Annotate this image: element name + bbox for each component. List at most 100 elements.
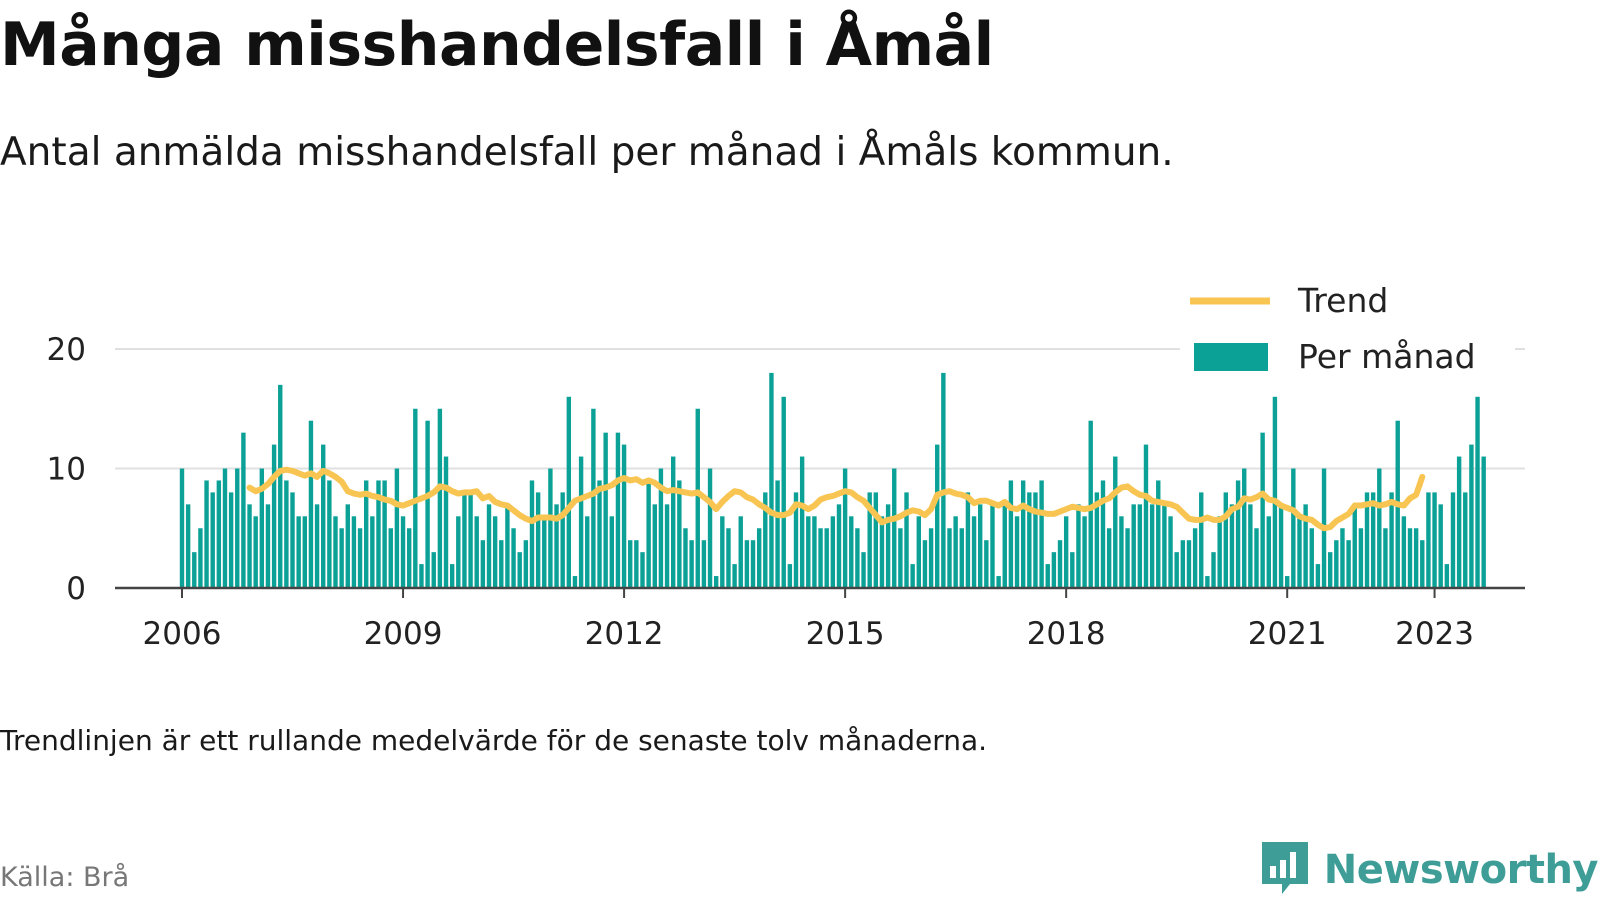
chart-subtitle: Antal anmälda misshandelsfall per månad … bbox=[0, 130, 1174, 175]
bar bbox=[296, 516, 301, 588]
legend-background bbox=[1180, 278, 1515, 393]
bar bbox=[1063, 516, 1069, 588]
bar bbox=[842, 468, 848, 588]
bar bbox=[1143, 444, 1149, 588]
bar bbox=[1076, 504, 1081, 588]
bar bbox=[1438, 504, 1443, 588]
bar bbox=[321, 444, 326, 588]
bar bbox=[941, 372, 946, 588]
bar bbox=[1088, 420, 1093, 588]
bar-series bbox=[179, 372, 1486, 588]
bar bbox=[1364, 492, 1370, 588]
bar bbox=[259, 468, 265, 588]
bar bbox=[713, 576, 719, 588]
bar bbox=[449, 564, 455, 588]
bar bbox=[406, 528, 412, 588]
bar bbox=[425, 420, 430, 588]
bar bbox=[1327, 552, 1333, 588]
x-axis-labels: 2006 2009 2012 2015 2018 2021 2023 bbox=[143, 616, 1474, 652]
bar bbox=[836, 504, 842, 588]
bar bbox=[241, 432, 246, 588]
bar bbox=[1119, 516, 1124, 588]
bar bbox=[1407, 528, 1413, 588]
y-tick-label: 0 bbox=[66, 571, 86, 607]
bar bbox=[683, 528, 688, 588]
bar bbox=[609, 516, 614, 588]
bar bbox=[198, 528, 203, 588]
bar bbox=[382, 480, 387, 588]
bar bbox=[400, 516, 406, 588]
brand-name: Newsworthy bbox=[1323, 847, 1599, 893]
bar bbox=[253, 516, 258, 588]
trend-series bbox=[246, 466, 1426, 532]
bar bbox=[1162, 504, 1167, 588]
bar bbox=[1174, 552, 1179, 588]
bar bbox=[1285, 576, 1290, 588]
bar bbox=[333, 516, 338, 588]
bar bbox=[228, 492, 234, 588]
bar bbox=[812, 516, 817, 588]
bar bbox=[806, 516, 811, 588]
bar bbox=[1168, 516, 1173, 588]
bar bbox=[1358, 528, 1364, 588]
chart-note: Trendlinjen är ett rullande medelvärde f… bbox=[0, 724, 988, 757]
bar bbox=[756, 528, 762, 588]
bar bbox=[658, 468, 664, 588]
bar bbox=[235, 468, 240, 588]
bar bbox=[928, 528, 934, 588]
bar bbox=[1149, 504, 1155, 588]
bar bbox=[947, 528, 952, 588]
bar bbox=[1156, 480, 1161, 588]
y-tick-label: 20 bbox=[47, 332, 86, 368]
bar bbox=[431, 552, 436, 588]
bar bbox=[499, 540, 504, 588]
bar bbox=[763, 492, 768, 588]
bar bbox=[517, 552, 522, 588]
bar bbox=[1370, 492, 1376, 588]
bar bbox=[1002, 504, 1007, 588]
bar bbox=[769, 372, 774, 588]
bar bbox=[916, 516, 921, 588]
bar bbox=[935, 444, 940, 588]
bar bbox=[959, 528, 964, 588]
bar bbox=[1450, 492, 1456, 588]
bar bbox=[1420, 540, 1425, 588]
bar bbox=[793, 492, 799, 588]
bar bbox=[1217, 516, 1222, 588]
bar bbox=[548, 468, 553, 588]
bar bbox=[910, 564, 915, 588]
source-label: Källa: Brå bbox=[0, 862, 130, 893]
x-tick-label: 2018 bbox=[1027, 616, 1106, 652]
bar bbox=[849, 516, 854, 588]
bar bbox=[1297, 516, 1302, 588]
bar bbox=[1020, 480, 1026, 588]
bar bbox=[634, 540, 639, 588]
bar bbox=[1223, 492, 1228, 588]
legend-bar-label: Per månad bbox=[1298, 337, 1476, 376]
bar bbox=[597, 480, 602, 588]
bar bbox=[1456, 456, 1462, 588]
bar bbox=[965, 492, 971, 588]
bar bbox=[1027, 492, 1032, 588]
bar bbox=[394, 468, 400, 588]
bar bbox=[247, 504, 252, 588]
bar bbox=[744, 540, 750, 588]
bar bbox=[1082, 516, 1087, 588]
bar bbox=[1106, 528, 1112, 588]
bar bbox=[1186, 540, 1192, 588]
bar bbox=[474, 516, 479, 588]
bar bbox=[314, 504, 320, 588]
bar bbox=[1057, 540, 1063, 588]
bar bbox=[542, 516, 547, 588]
bar bbox=[1033, 492, 1038, 588]
bar bbox=[720, 516, 725, 588]
bar bbox=[560, 492, 565, 588]
bar bbox=[1352, 504, 1357, 588]
bar bbox=[468, 492, 473, 588]
bar bbox=[1131, 504, 1136, 588]
bar bbox=[1235, 480, 1241, 588]
x-tick-label: 2009 bbox=[364, 616, 443, 652]
x-tick-label: 2012 bbox=[585, 616, 664, 652]
bar bbox=[1137, 504, 1143, 588]
bar bbox=[1266, 516, 1271, 588]
